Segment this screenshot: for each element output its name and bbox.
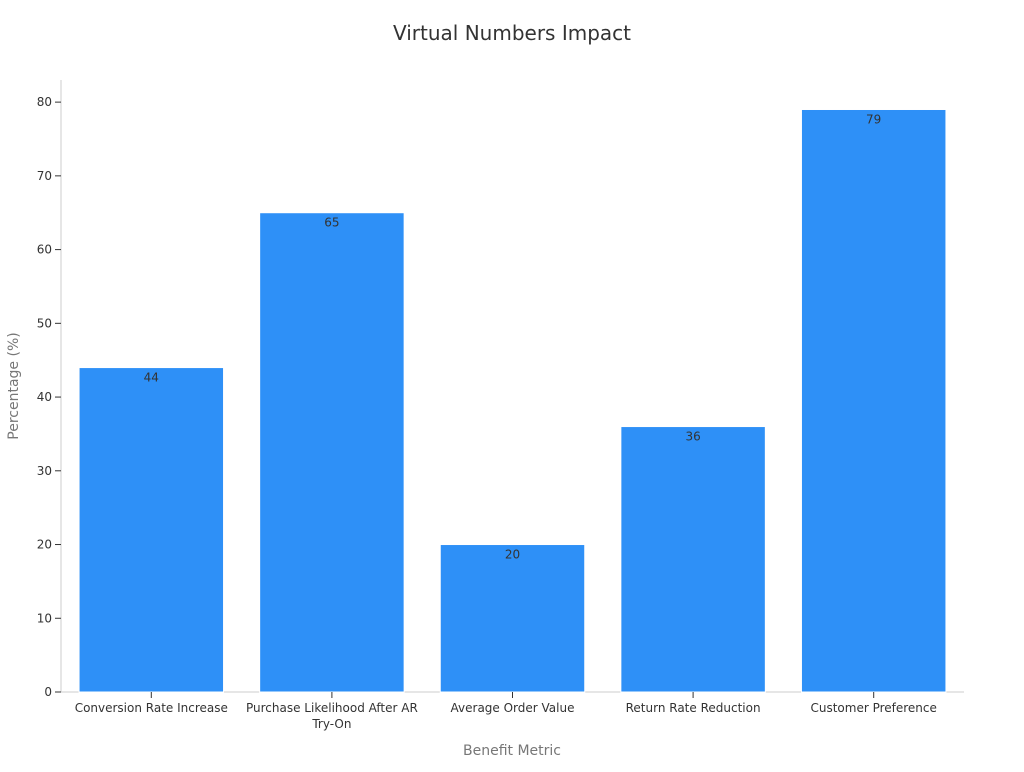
x-tick-label: Purchase Likelihood After AR	[246, 701, 418, 715]
bar-value-label: 65	[324, 216, 339, 230]
y-tick-label: 50	[37, 316, 52, 330]
x-axis-title: Benefit Metric	[463, 743, 561, 759]
y-tick-label: 80	[37, 95, 52, 109]
bar	[78, 367, 225, 693]
y-tick-label: 0	[44, 685, 52, 699]
x-tick-label: Conversion Rate Increase	[75, 701, 228, 715]
y-tick-label: 40	[37, 390, 52, 404]
bar	[259, 212, 405, 693]
bar-value-label: 36	[685, 430, 700, 444]
chart-title: Virtual Numbers Impact	[393, 21, 631, 45]
bar	[620, 426, 766, 693]
y-tick-label: 70	[37, 169, 52, 183]
y-tick-label: 60	[37, 243, 52, 257]
y-tick-label: 10	[37, 611, 52, 625]
plot-area: 0 10 20 30 40 50 60 70 80 44 Conversion Rate Incre…	[37, 80, 964, 731]
y-tick-label: 20	[37, 538, 52, 552]
bar-value-label: 44	[144, 371, 159, 385]
x-tick-label: Customer Preference	[810, 701, 936, 715]
bar	[800, 108, 947, 693]
bar-value-label: 79	[866, 112, 881, 126]
x-tick-label: Average Order Value	[451, 701, 575, 715]
y-axis-title: Percentage (%)	[6, 332, 22, 439]
bar	[439, 544, 586, 693]
y-tick-label: 30	[37, 464, 52, 478]
x-tick-label: Try-On	[311, 717, 351, 731]
x-tick-label: Return Rate Reduction	[626, 701, 761, 715]
bar-value-label: 20	[505, 548, 520, 562]
